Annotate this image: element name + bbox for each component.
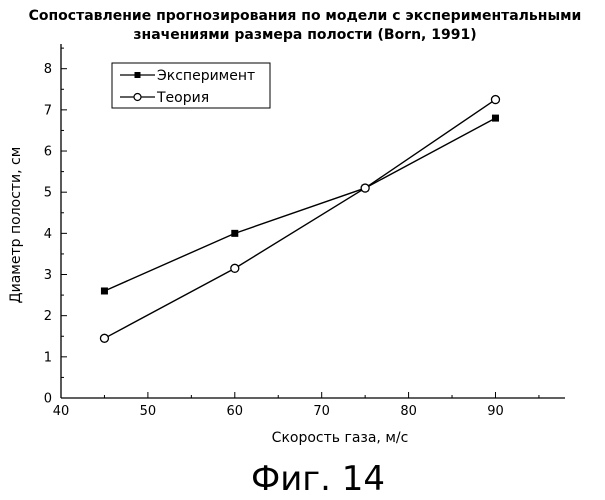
y-tick-label: 7 (44, 103, 52, 118)
y-tick-label: 5 (44, 186, 52, 201)
x-tick-label: 60 (227, 404, 244, 419)
data-point-theory (491, 96, 499, 104)
y-tick-label: 1 (44, 350, 52, 365)
legend: Эксперимент Теория (112, 63, 270, 108)
chart-title-line-1: Сопоставление прогнозирования по модели … (29, 8, 582, 24)
series-line-1 (104, 100, 495, 339)
y-tick-label: 2 (44, 309, 52, 324)
y-tick-label: 8 (44, 62, 52, 77)
data-point-theory (231, 264, 239, 272)
y-tick-label: 0 (44, 392, 52, 407)
y-tick-label: 4 (44, 227, 52, 242)
data-point-theory (100, 334, 108, 342)
x-tick-label: 40 (53, 404, 70, 419)
x-tick-label: 90 (487, 404, 504, 419)
legend-label-theory: Теория (156, 90, 209, 106)
x-tick-label: 80 (400, 404, 417, 419)
legend-label-experiment: Эксперимент (157, 68, 255, 84)
y-tick-label: 6 (44, 145, 52, 160)
data-point-experiment (231, 230, 238, 237)
y-axis-label: Диаметр полости, см (8, 147, 24, 304)
legend-marker-experiment (135, 72, 141, 78)
figure-caption: Фиг. 14 (251, 459, 385, 499)
x-tick-label: 50 (140, 404, 157, 419)
data-point-experiment (492, 115, 499, 122)
legend-marker-theory (134, 94, 141, 101)
x-axis-label: Скорость газа, м/с (272, 430, 409, 446)
data-point-theory (361, 184, 369, 192)
y-tick-label: 3 (44, 268, 52, 283)
chart-title-line-2: значениями размера полости (Born, 1991) (133, 27, 476, 43)
series-line-0 (104, 118, 495, 291)
x-tick-label: 70 (313, 404, 330, 419)
data-point-experiment (101, 287, 108, 294)
